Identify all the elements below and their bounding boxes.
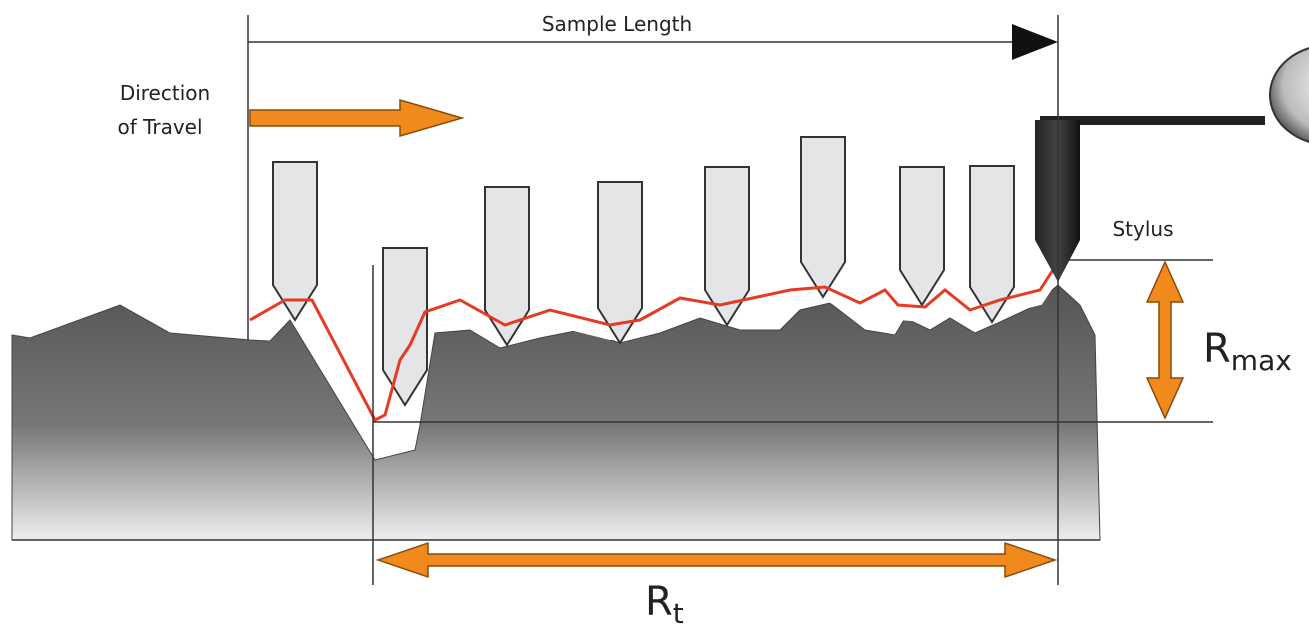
stylus-tip bbox=[484, 186, 530, 347]
stylus-positions bbox=[272, 136, 1015, 407]
stylus-tip bbox=[800, 136, 846, 299]
rt-label: Rt bbox=[645, 579, 684, 627]
stylus-tip bbox=[704, 166, 750, 327]
direction-label: Direction bbox=[120, 81, 210, 105]
rt-base: R bbox=[645, 579, 673, 625]
sample-length-label: Sample Length bbox=[542, 12, 692, 36]
stylus-arm bbox=[1040, 116, 1265, 125]
stylus-label: Stylus bbox=[1112, 217, 1173, 241]
rmax-sub: max bbox=[1231, 344, 1292, 377]
stylus-trace bbox=[249, 261, 1060, 422]
direction-label: of Travel bbox=[117, 115, 202, 139]
stylus-tip bbox=[899, 166, 945, 307]
stylus-tip bbox=[382, 247, 428, 407]
rmax-label: Rmax bbox=[1203, 326, 1292, 377]
stylus-tip bbox=[597, 181, 643, 345]
rmax-arrow bbox=[1145, 260, 1185, 420]
rt-sub: t bbox=[673, 597, 684, 627]
trace-gap bbox=[248, 273, 1061, 436]
stylus-head bbox=[1269, 47, 1309, 143]
direction-arrow bbox=[249, 99, 465, 137]
stylus-tip bbox=[969, 165, 1015, 324]
sample-length-arrowhead bbox=[1012, 24, 1058, 60]
rt-arrow bbox=[375, 541, 1058, 579]
stylus-tip bbox=[272, 161, 318, 322]
rmax-base: R bbox=[1203, 326, 1231, 372]
